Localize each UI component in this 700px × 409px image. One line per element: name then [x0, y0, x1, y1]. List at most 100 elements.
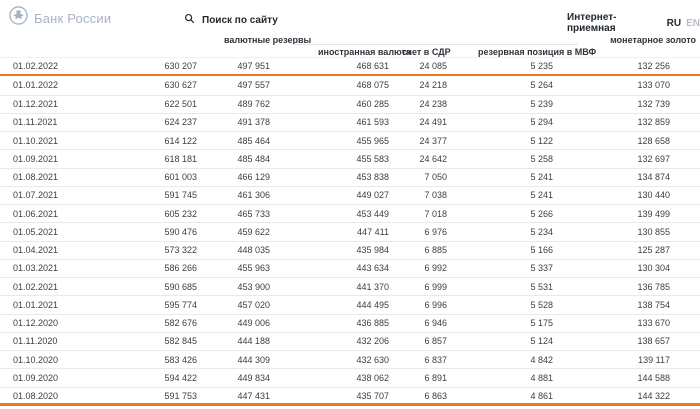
group-header-divider: [291, 44, 578, 45]
cell-monetary-gold: 133 670: [637, 318, 670, 329]
cell-imf-position: 5 241: [530, 190, 553, 201]
cell-total-reserves: 624 237: [164, 117, 197, 128]
cell-sdr-account: 6 992: [424, 263, 447, 274]
cell-foreign-currency: 460 285: [356, 99, 389, 110]
cell-imf-position: 5 122: [530, 135, 553, 146]
cell-imf-position: 5 166: [530, 245, 553, 256]
cell-monetary-gold: 139 499: [637, 208, 670, 219]
cell-total-reserves: 582 676: [164, 318, 197, 329]
col-header-foreign-currency: иностранная валюта: [318, 47, 411, 57]
cell-monetary-gold: 130 855: [637, 226, 670, 237]
col-header-currency-reserves: валютные резервы: [224, 35, 312, 45]
cell-date: 01.06.2021: [13, 208, 59, 219]
cell-currency-reserves: 497 557: [237, 80, 270, 91]
cell-sdr-account: 24 377: [419, 135, 447, 146]
cell-sdr-account: 6 976: [424, 226, 447, 237]
cell-sdr-account: 24 085: [419, 61, 447, 72]
cell-total-reserves: 594 422: [164, 372, 197, 383]
cell-currency-reserves: 459 622: [237, 226, 270, 237]
site-search[interactable]: Поиск по сайту: [184, 11, 278, 29]
table-row: 01.03.2021 586 266 455 963 443 634 6 992…: [0, 258, 700, 277]
cell-foreign-currency: 453 449: [356, 208, 389, 219]
cell-monetary-gold: 136 785: [637, 281, 670, 292]
cell-monetary-gold: 144 588: [637, 372, 670, 383]
cell-currency-reserves: 444 309: [237, 354, 270, 365]
search-icon: [184, 11, 195, 29]
cell-foreign-currency: 444 495: [356, 299, 389, 310]
table-row: 01.07.2021 591 745 461 306 449 027 7 038…: [0, 185, 700, 204]
header-links: Интернет-приемная RU EN: [567, 12, 700, 34]
cell-currency-reserves: 453 900: [237, 281, 270, 292]
cell-sdr-account: 6 837: [424, 354, 447, 365]
cell-imf-position: 5 264: [530, 80, 553, 91]
lang-switch-ru[interactable]: RU: [666, 17, 682, 29]
cell-foreign-currency: 435 984: [356, 245, 389, 256]
cell-sdr-account: 24 238: [419, 99, 447, 110]
cell-imf-position: 5 531: [530, 281, 553, 292]
cell-monetary-gold: 132 739: [637, 99, 670, 110]
cell-currency-reserves: 491 378: [237, 117, 270, 128]
cell-imf-position: 5 234: [530, 226, 553, 237]
cell-sdr-account: 7 018: [424, 208, 447, 219]
cell-sdr-account: 24 218: [419, 80, 447, 91]
cell-currency-reserves: 489 762: [237, 99, 270, 110]
cell-total-reserves: 605 232: [164, 208, 197, 219]
table-row: 01.10.2021 614 122 485 464 455 965 24 37…: [0, 131, 700, 149]
bank-emblem-icon: [9, 6, 28, 30]
cell-foreign-currency: 436 885: [356, 318, 389, 329]
cell-total-reserves: 622 501: [164, 99, 197, 110]
cell-foreign-currency: 461 593: [356, 117, 389, 128]
col-header-monetary-gold: монетарное золото: [610, 35, 696, 45]
cell-total-reserves: 591 753: [164, 391, 197, 402]
cell-total-reserves: 582 845: [164, 336, 197, 347]
cell-foreign-currency: 453 838: [356, 172, 389, 183]
cell-date: 01.04.2021: [13, 245, 59, 256]
col-header-imf-position: резервная позиция в МВФ: [478, 47, 597, 57]
cell-imf-position: 4 842: [530, 354, 553, 365]
table-row: 01.01.2022 630 627 497 557 468 075 24 21…: [0, 76, 700, 94]
table-row: 01.01.2021 595 774 457 020 444 495 6 996…: [0, 295, 700, 313]
table-row: 01.12.2020 582 676 449 006 436 885 6 946…: [0, 313, 700, 332]
cell-date: 01.12.2021: [13, 99, 59, 110]
table-row: 01.12.2021 622 501 489 762 460 285 24 23…: [0, 94, 700, 113]
cell-sdr-account: 24 642: [419, 153, 447, 164]
cell-currency-reserves: 461 306: [237, 190, 270, 201]
cell-date: 01.09.2020: [13, 372, 59, 383]
cell-imf-position: 4 861: [530, 391, 553, 402]
cell-foreign-currency: 441 370: [356, 281, 389, 292]
cell-foreign-currency: 455 965: [356, 135, 389, 146]
cell-foreign-currency: 432 630: [356, 354, 389, 365]
cell-currency-reserves: 485 484: [237, 153, 270, 164]
cell-date: 01.08.2020: [13, 391, 59, 402]
cell-foreign-currency: 447 411: [357, 226, 389, 237]
cell-total-reserves: 583 426: [164, 354, 197, 365]
table-row: 01.09.2020 594 422 449 834 438 062 6 891…: [0, 368, 700, 386]
cell-imf-position: 5 241: [530, 172, 553, 183]
cell-monetary-gold: 130 440: [637, 190, 670, 201]
cell-monetary-gold: 128 658: [637, 135, 670, 146]
cell-imf-position: 5 124: [530, 336, 553, 347]
cell-date: 01.11.2020: [13, 336, 58, 347]
internet-reception-link[interactable]: Интернет-приемная: [567, 12, 617, 34]
table-row: 01.11.2021 624 237 491 378 461 593 24 49…: [0, 112, 700, 131]
lang-switch-en[interactable]: EN: [686, 17, 700, 29]
cell-monetary-gold: 138 657: [637, 336, 670, 347]
cell-total-reserves: 618 181: [164, 153, 197, 164]
cell-date: 01.07.2021: [13, 190, 59, 201]
cell-date: 01.05.2021: [13, 226, 59, 237]
cell-date: 01.10.2021: [13, 135, 59, 146]
cell-foreign-currency: 468 075: [356, 80, 389, 91]
cell-currency-reserves: 457 020: [237, 299, 270, 310]
cell-foreign-currency: 468 631: [356, 61, 389, 72]
cell-currency-reserves: 447 431: [237, 391, 270, 402]
cell-sdr-account: 6 891: [424, 372, 447, 383]
bank-logo[interactable]: Банк России: [9, 6, 111, 30]
cell-foreign-currency: 432 206: [356, 336, 389, 347]
cell-date: 01.01.2021: [13, 299, 59, 310]
cell-date: 01.01.2022: [13, 80, 59, 91]
cell-total-reserves: 630 207: [164, 61, 197, 72]
cell-total-reserves: 590 685: [164, 281, 197, 292]
cell-foreign-currency: 435 707: [356, 391, 389, 402]
cell-currency-reserves: 466 129: [237, 172, 270, 183]
